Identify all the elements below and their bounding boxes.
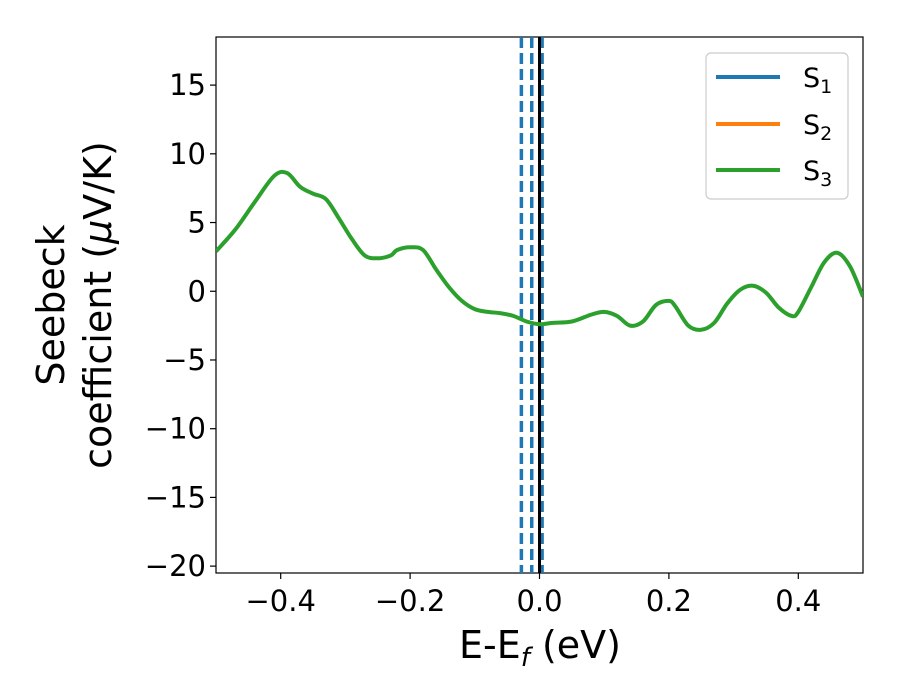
- legend-label-s3: S3: [803, 156, 832, 191]
- y-axis-title-line1: Seebeck: [29, 224, 73, 385]
- reference-lines: [519, 37, 544, 573]
- y-tick-label: −15: [145, 480, 206, 514]
- y-tick-label: −5: [163, 343, 206, 377]
- legend-label-s2: S2: [803, 110, 832, 145]
- y-tick-label: 5: [188, 206, 206, 240]
- legend-item-s1: S1: [716, 63, 832, 98]
- y-axis: 15 10 5 0 −5 −10 −15 −20: [145, 68, 216, 583]
- x-axis-title: E-Ef (eV): [459, 623, 621, 673]
- x-axis: −0.4 −0.2 0.0 0.2 0.4: [245, 573, 821, 618]
- y-tick-label: 15: [169, 68, 206, 102]
- x-tick-label: −0.4: [245, 584, 315, 618]
- y-tick-label: −20: [145, 549, 206, 583]
- x-tick-label: −0.2: [375, 584, 445, 618]
- y-tick-label: 0: [188, 274, 206, 308]
- legend-label-s1: S1: [803, 63, 832, 98]
- legend-item-s2: S2: [716, 110, 832, 145]
- y-tick-label: 10: [169, 137, 206, 171]
- y-axis-title-line2: coefficient (μV/K): [76, 141, 120, 469]
- legend: S1 S2 S3: [705, 52, 849, 200]
- y-tick-label: −10: [145, 412, 206, 446]
- x-tick-label: 0.0: [516, 584, 562, 618]
- series-layer: [216, 169, 863, 332]
- y-axis-title: Seebeck coefficient (μV/K): [29, 141, 120, 469]
- series-line-s3: [216, 169, 863, 332]
- x-tick-label: 0.4: [775, 584, 821, 618]
- legend-item-s3: S3: [716, 156, 832, 191]
- x-tick-label: 0.2: [646, 584, 692, 618]
